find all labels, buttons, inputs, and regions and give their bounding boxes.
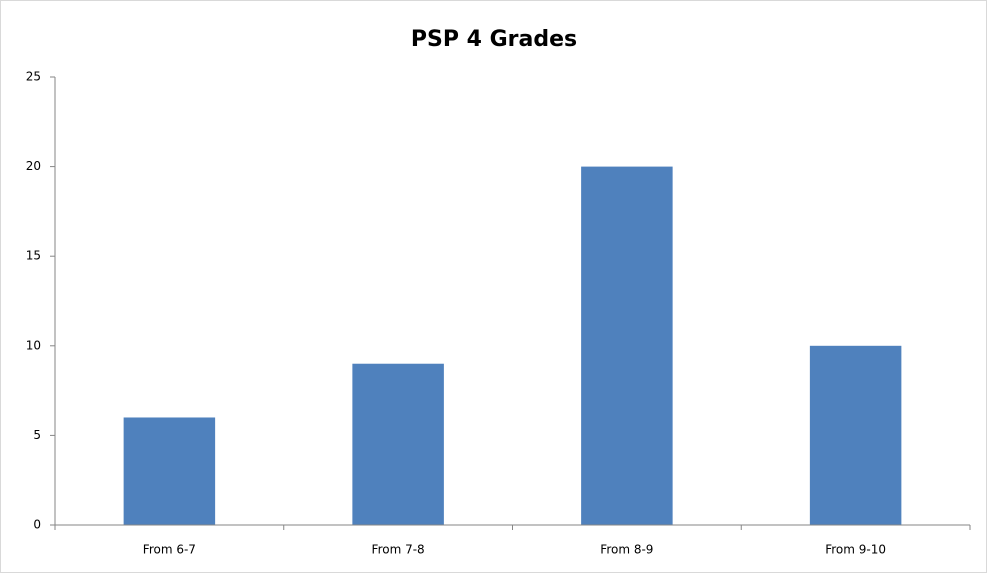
y-tick-label: 10 (26, 338, 41, 352)
y-tick-label: 20 (26, 159, 41, 173)
bar (123, 417, 216, 525)
chart-title: PSP 4 Grades (411, 27, 577, 52)
y-tick-label: 25 (26, 70, 41, 84)
y-tick-label: 15 (26, 249, 41, 263)
bar (809, 345, 902, 525)
y-tick-label: 0 (33, 518, 41, 532)
bar (352, 363, 444, 525)
x-tick-label: From 8-9 (600, 543, 653, 557)
x-tick-label: From 7-8 (372, 543, 425, 557)
x-tick-label: From 6-7 (143, 543, 196, 557)
bar (581, 166, 673, 525)
y-tick-label: 5 (33, 428, 41, 442)
x-tick-label: From 9-10 (825, 543, 886, 557)
